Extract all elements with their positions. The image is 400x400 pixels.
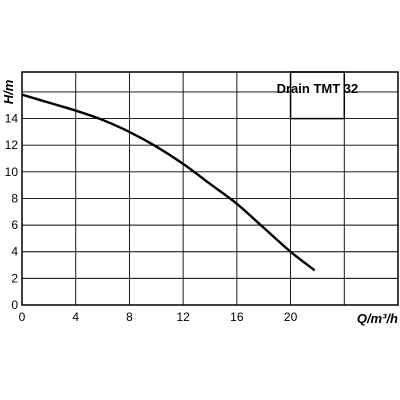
curve-layer <box>21 93 316 272</box>
legend: Drain TMT 32 <box>277 71 359 120</box>
series-line <box>21 93 316 272</box>
plot-frame <box>21 71 399 306</box>
y-tick-label: 14 <box>5 112 19 126</box>
legend-box <box>289 71 346 120</box>
y-tick-label: 4 <box>11 245 18 259</box>
x-axis-label: Q/m³/h <box>357 311 398 326</box>
y-tick-label: 2 <box>11 271 18 285</box>
y-axis-label: H/m <box>1 79 16 104</box>
x-tick-label: 8 <box>126 310 133 324</box>
y-tick-label: 12 <box>5 138 19 152</box>
y-tick-label: 8 <box>11 191 18 205</box>
tick-labels: 0 4 8 12 16 20 0 2 4 6 8 10 12 14 <box>5 112 298 324</box>
x-tick-label: 4 <box>72 310 79 324</box>
y-tick-label: 6 <box>11 218 18 232</box>
y-tick-label: 10 <box>5 165 19 179</box>
legend-series-name: Drain TMT 32 <box>277 81 359 96</box>
x-tick-label: 20 <box>284 310 298 324</box>
y-tick-label: 0 <box>11 298 18 312</box>
x-tick-label: 0 <box>19 310 26 324</box>
x-tick-label: 12 <box>176 310 190 324</box>
x-tick-label: 16 <box>230 310 244 324</box>
